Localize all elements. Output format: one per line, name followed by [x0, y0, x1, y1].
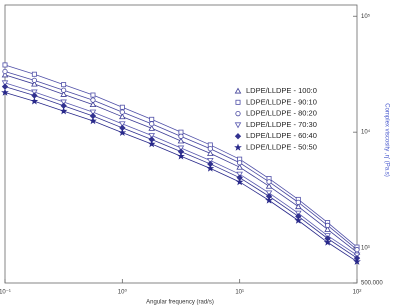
marker — [323, 238, 332, 246]
plot-frame — [4, 4, 358, 284]
marker — [30, 97, 39, 105]
marker — [235, 99, 241, 105]
marker — [354, 247, 360, 253]
marker — [324, 225, 331, 232]
marker — [234, 87, 242, 94]
marker — [147, 139, 156, 148]
marker — [1, 71, 9, 78]
marker — [31, 80, 38, 87]
marker — [234, 133, 242, 140]
marker — [265, 196, 273, 204]
legend-label: LDPE/LLDPE - 100:0 — [246, 86, 317, 95]
marker — [207, 149, 214, 156]
marker — [118, 128, 127, 136]
marker — [1, 88, 9, 96]
marker — [148, 124, 155, 131]
marker — [294, 216, 303, 224]
x-axis-label: Angular frequency (rad/s) — [146, 300, 214, 306]
marker — [207, 146, 213, 152]
y-tick-label: 500.000 — [361, 281, 383, 287]
marker — [61, 82, 67, 88]
marker — [177, 152, 185, 160]
marker — [149, 121, 155, 127]
marker — [234, 143, 242, 151]
y-tick-label: 10⁵ — [361, 13, 371, 20]
marker — [235, 110, 241, 117]
marker — [178, 129, 184, 135]
marker — [61, 87, 67, 93]
marker — [31, 77, 37, 83]
marker — [119, 113, 126, 120]
x-tick-label: 10⁰ — [118, 289, 128, 296]
legend-label: LDPE/LLDPE - 60:40 — [246, 131, 317, 140]
marker — [90, 97, 96, 103]
marker — [206, 164, 215, 172]
marker — [295, 199, 301, 205]
series-line — [4, 92, 358, 262]
x-tick-label: 10² — [353, 290, 362, 296]
marker — [149, 116, 155, 122]
marker — [265, 182, 273, 189]
marker — [90, 92, 96, 98]
marker — [178, 133, 184, 139]
marker — [119, 121, 126, 128]
marker — [148, 133, 155, 139]
marker — [295, 203, 302, 210]
marker — [236, 163, 243, 170]
marker — [236, 171, 243, 178]
marker — [207, 157, 214, 164]
legend-label: LDPE/LLDPE - 50:50 — [246, 142, 317, 151]
y-axis-label: Complex viscosity ,η' (Pa.s) — [383, 103, 389, 177]
marker — [31, 89, 38, 96]
marker — [1, 80, 9, 87]
marker — [177, 145, 185, 152]
marker — [266, 179, 272, 185]
marker — [59, 107, 68, 115]
y-tick-label: 10³ — [361, 246, 370, 252]
marker — [234, 122, 242, 129]
y-tick-label: 10⁴ — [361, 129, 371, 136]
marker — [89, 101, 97, 108]
marker — [89, 116, 97, 125]
marker — [119, 109, 125, 115]
legend-label: LDPE/LLDPE - 80:20 — [246, 109, 317, 118]
marker — [89, 109, 97, 116]
marker — [119, 104, 125, 110]
marker — [60, 99, 67, 106]
marker — [177, 137, 185, 144]
x-tick-label: 10¹ — [235, 290, 244, 296]
legend-label: LDPE/LLDPE - 70:30 — [246, 120, 317, 129]
marker — [353, 257, 361, 265]
marker — [325, 222, 331, 228]
marker — [237, 160, 243, 166]
marker — [31, 71, 37, 77]
marker — [235, 177, 244, 186]
x-tick-label: 10⁻¹ — [0, 290, 11, 296]
marker — [60, 90, 67, 97]
marker — [2, 62, 8, 68]
legend-label: LDPE/LLDPE - 90:10 — [246, 97, 317, 106]
marker — [2, 68, 8, 75]
